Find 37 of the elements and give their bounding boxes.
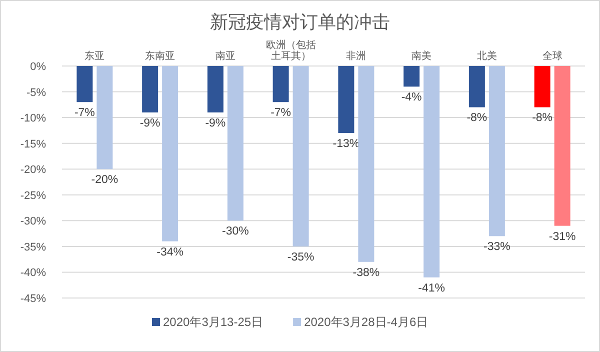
- data-label: -41%: [418, 282, 445, 294]
- data-label: -31%: [548, 230, 576, 243]
- y-tick-label: -15%: [20, 138, 46, 150]
- data-label: -35%: [287, 251, 314, 264]
- y-tick-label: -5%: [26, 86, 46, 99]
- x-tick-label: 南美: [412, 50, 432, 62]
- data-label: -13%: [332, 138, 360, 150]
- data-label: -34%: [156, 246, 184, 258]
- legend-label: 2020年3月28日-4月6日: [304, 315, 428, 329]
- x-tick-label: 南亚: [215, 50, 236, 62]
- x-tick-label: 北美: [476, 50, 497, 62]
- data-label: -9%: [140, 117, 160, 130]
- data-label: -7%: [74, 107, 95, 120]
- data-label: -9%: [205, 117, 226, 130]
- data-label: -8%: [466, 112, 488, 124]
- data-label: -8%: [532, 112, 553, 124]
- x-tick-label: 东南亚: [145, 50, 176, 62]
- y-tick-label: -40%: [20, 267, 46, 280]
- data-label: -33%: [484, 241, 510, 254]
- data-label: -38%: [352, 266, 380, 279]
- y-tick-label: -10%: [20, 112, 46, 125]
- y-tick-label: 0%: [30, 61, 46, 73]
- data-label: -20%: [91, 174, 118, 186]
- x-tick-label: 东亚: [84, 50, 105, 62]
- x-tick-label: 非洲: [346, 50, 366, 62]
- y-tick-label: -25%: [20, 190, 46, 202]
- data-label: -7%: [270, 107, 292, 120]
- x-tick-label: 欧洲（包括土耳其）: [266, 39, 316, 62]
- legend-label: 2020年3月13-25日: [163, 315, 264, 329]
- data-label: -30%: [222, 226, 249, 238]
- y-tick-label: -20%: [20, 164, 46, 176]
- data-label: -4%: [401, 92, 422, 104]
- chart-title: 新冠疫情对订单的冲击: [210, 12, 390, 32]
- x-tick-label: 全球: [542, 50, 562, 62]
- y-tick-label: -35%: [20, 241, 46, 254]
- y-tick-label: -45%: [20, 293, 46, 305]
- y-tick-label: -30%: [20, 216, 46, 228]
